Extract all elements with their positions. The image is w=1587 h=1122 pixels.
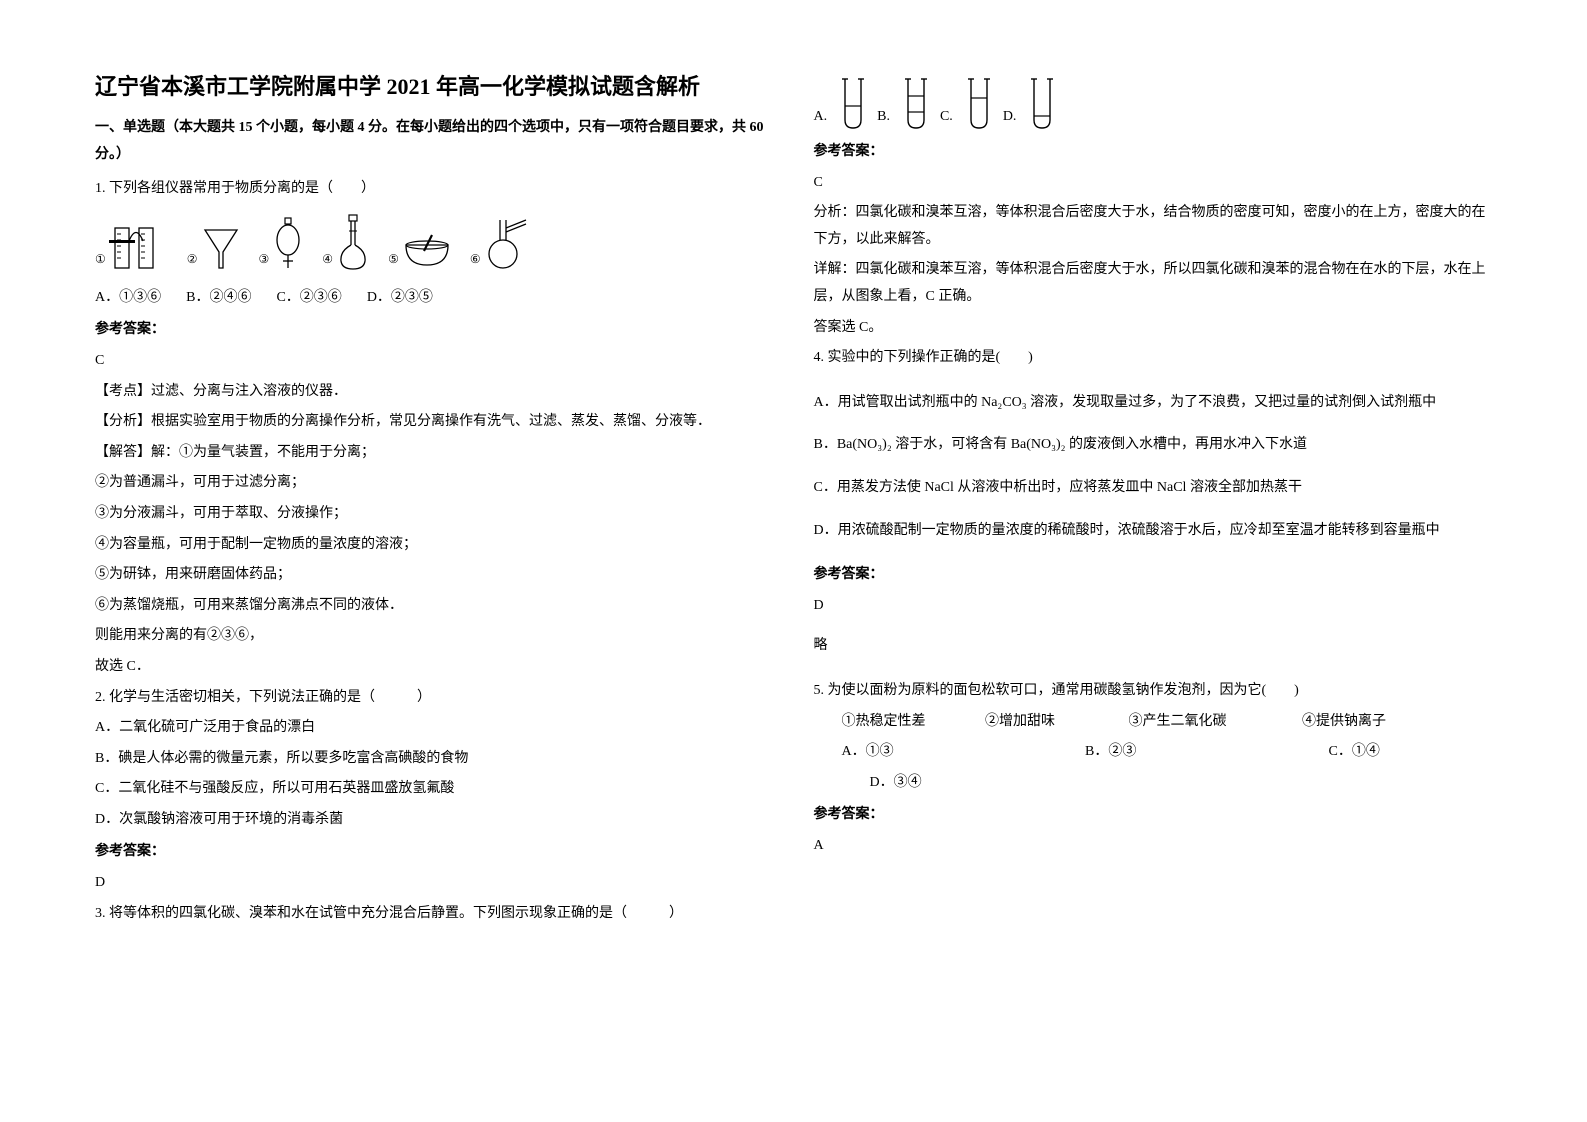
q1-stem: 1. 下列各组仪器常用于物质分离的是（ ） bbox=[95, 176, 774, 203]
q1-exp7: ⑤为研钵，用来研磨固体药品； bbox=[95, 562, 774, 589]
q2-answer-label: 参考答案： bbox=[95, 839, 774, 866]
q1-exp3: 【解答】解：①为量气装置，不能用于分离； bbox=[95, 440, 774, 467]
q3-answer-label: 参考答案： bbox=[814, 139, 1493, 166]
q1-options: A．①③⑥ B．②④⑥ C．②③⑥ D．②③⑤ bbox=[95, 285, 774, 312]
apparatus-6: ⑥ bbox=[470, 216, 530, 271]
q2-optC: C．二氧化硅不与强酸反应，所以可用石英器皿盛放氢氟酸 bbox=[95, 776, 774, 803]
q4-optD: D．用浓硫酸配制一定物质的量浓度的稀硫酸时，浓硫酸溶于水后，应冷却至室温才能转移… bbox=[814, 518, 1493, 545]
q1-exp2: 【分析】根据实验室用于物质的分离操作分析，常见分离操作有洗气、过滤、蒸发、蒸馏、… bbox=[95, 409, 774, 436]
circled-3: ③ bbox=[259, 248, 270, 271]
q5-c2: ②增加甜味 bbox=[985, 709, 1125, 736]
q4-note: 略 bbox=[814, 633, 1493, 660]
q4-optB: B．Ba(NO₃)₂ 溶于水，可将含有 Ba(NO₃)₂ 的废液倒入水槽中，再用… bbox=[814, 432, 1493, 459]
q1-exp6: ④为容量瓶，可用于配制一定物质的量浓度的溶液； bbox=[95, 532, 774, 559]
circled-4: ④ bbox=[322, 248, 333, 271]
q1-exp10: 故选 C． bbox=[95, 654, 774, 681]
gas-collection-icon bbox=[109, 216, 169, 271]
q1-optB: B．②④⑥ bbox=[186, 285, 251, 312]
q5-c4: ④提供钠离子 bbox=[1302, 709, 1386, 736]
apparatus-2: ② bbox=[187, 226, 241, 271]
volumetric-flask-icon bbox=[336, 213, 370, 271]
q2-answer: D bbox=[95, 870, 774, 897]
test-tube-a-icon bbox=[839, 76, 867, 131]
q1-exp8: ⑥为蒸馏烧瓶，可用来蒸馏分离沸点不同的液体． bbox=[95, 593, 774, 620]
circled-2: ② bbox=[187, 248, 198, 271]
q5-conditions: ①热稳定性差 ②增加甜味 ③产生二氧化碳 ④提供钠离子 bbox=[842, 709, 1493, 736]
left-column: 辽宁省本溪市工学院附属中学 2021 年高一化学模拟试题含解析 一、单选题（本大… bbox=[95, 70, 774, 1052]
apparatus-4: ④ bbox=[322, 213, 370, 271]
q5-answer: A bbox=[814, 833, 1493, 860]
q4-optC: C．用蒸发方法使 NaCl 从溶液中析出时，应将蒸发皿中 NaCl 溶液全部加热… bbox=[814, 475, 1493, 502]
q5-c1: ①热稳定性差 bbox=[842, 709, 982, 736]
page-title: 辽宁省本溪市工学院附属中学 2021 年高一化学模拟试题含解析 bbox=[95, 70, 774, 103]
q5-optB: B．②③ bbox=[1085, 739, 1325, 766]
separating-funnel-icon bbox=[272, 216, 304, 271]
q1-exp4: ②为普通漏斗，可用于过滤分离； bbox=[95, 470, 774, 497]
q4-answer-label: 参考答案： bbox=[814, 562, 1493, 589]
q4-answer: D bbox=[814, 593, 1493, 620]
test-tube-c-icon bbox=[965, 76, 993, 131]
q4-optA: A．用试管取出试剂瓶中的 Na₂CO₃ 溶液，发现取量过多，为了不浪费，又把过量… bbox=[814, 390, 1493, 417]
q3-labC: C. bbox=[940, 104, 953, 131]
q1-apparatus-row: ① ② ③ bbox=[95, 213, 774, 271]
section-header: 一、单选题（本大题共 15 个小题，每小题 4 分。在每小题给出的四个选项中，只… bbox=[95, 115, 774, 168]
apparatus-3: ③ bbox=[259, 216, 305, 271]
funnel-icon bbox=[201, 226, 241, 271]
q3-answer: C bbox=[814, 170, 1493, 197]
q1-optC: C．②③⑥ bbox=[276, 285, 341, 312]
q5-answer-label: 参考答案： bbox=[814, 802, 1493, 829]
q3-tubes: A. B. C. D. bbox=[814, 76, 1493, 131]
q3-exp3: 答案选 C。 bbox=[814, 315, 1493, 342]
circled-5: ⑤ bbox=[388, 248, 399, 271]
q2-optB: B．碘是人体必需的微量元素，所以要多吃富含高碘酸的食物 bbox=[95, 746, 774, 773]
circled-6: ⑥ bbox=[470, 248, 481, 271]
q5-stem: 5. 为使以面粉为原料的面包松软可口，通常用碳酸氢钠作发泡剂，因为它( ) bbox=[814, 678, 1493, 705]
q1-exp1: 【考点】过滤、分离与注入溶液的仪器． bbox=[95, 379, 774, 406]
q3-exp1: 分析：四氯化碳和溴苯互溶，等体积混合后密度大于水，结合物质的密度可知，密度小的在… bbox=[814, 200, 1493, 253]
test-tube-d-icon bbox=[1028, 76, 1056, 131]
q4-stem: 4. 实验中的下列操作正确的是( ) bbox=[814, 345, 1493, 372]
q2-optD: D．次氯酸钠溶液可用于环境的消毒杀菌 bbox=[95, 807, 774, 834]
q5-c3: ③产生二氧化碳 bbox=[1129, 709, 1299, 736]
q1-answer-label: 参考答案： bbox=[95, 317, 774, 344]
distillation-flask-icon bbox=[484, 216, 530, 271]
q2-stem: 2. 化学与生活密切相关，下列说法正确的是（ ） bbox=[95, 685, 774, 712]
q1-answer: C bbox=[95, 348, 774, 375]
q5-optA: A．①③ bbox=[842, 739, 1082, 766]
test-tube-b-icon bbox=[902, 76, 930, 131]
q1-exp9: 则能用来分离的有②③⑥， bbox=[95, 623, 774, 650]
q5-optC: C．①④ bbox=[1329, 739, 1380, 766]
q5-optD: D．③④ bbox=[870, 770, 1493, 797]
circled-1: ① bbox=[95, 248, 106, 271]
apparatus-5: ⑤ bbox=[388, 231, 452, 271]
q3-labD: D. bbox=[1003, 104, 1017, 131]
q1-optA: A．①③⑥ bbox=[95, 285, 161, 312]
q3-stem: 3. 将等体积的四氯化碳、溴苯和水在试管中充分混合后静置。下列图示现象正确的是（… bbox=[95, 901, 774, 928]
q3-labB: B. bbox=[877, 104, 890, 131]
q1-exp5: ③为分液漏斗，可用于萃取、分液操作； bbox=[95, 501, 774, 528]
mortar-icon bbox=[402, 231, 452, 271]
q2-optA: A．二氧化硫可广泛用于食品的漂白 bbox=[95, 715, 774, 742]
q3-labA: A. bbox=[814, 104, 828, 131]
q5-opts-row1: A．①③ B．②③ C．①④ bbox=[842, 739, 1493, 766]
apparatus-1: ① bbox=[95, 216, 169, 271]
q3-exp2: 详解：四氯化碳和溴苯互溶，等体积混合后密度大于水，所以四氯化碳和溴苯的混合物在在… bbox=[814, 257, 1493, 310]
right-column: A. B. C. D. 参考答案： C bbox=[814, 70, 1493, 1052]
q1-optD: D．②③⑤ bbox=[367, 285, 433, 312]
